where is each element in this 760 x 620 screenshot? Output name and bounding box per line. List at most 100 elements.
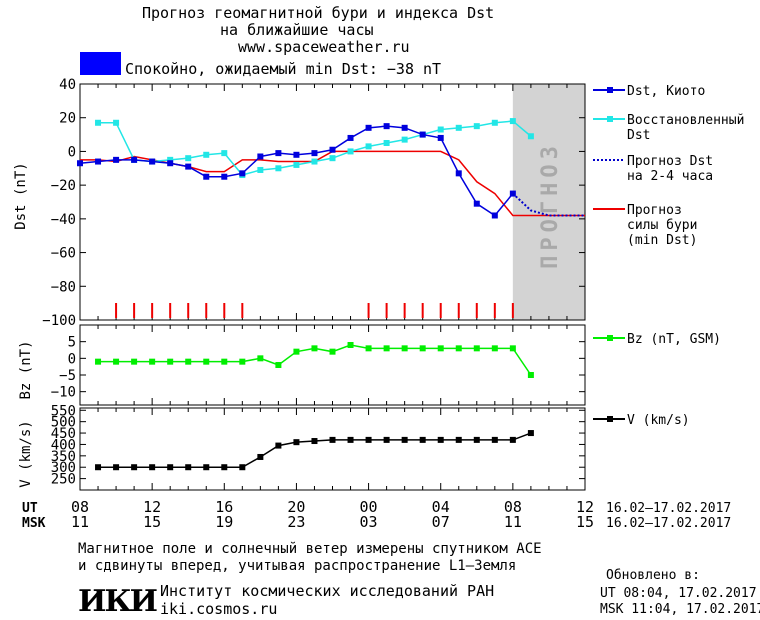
v-line-point	[401, 436, 408, 443]
bz-line-point	[167, 358, 174, 365]
msk-tick-label: 11	[504, 513, 522, 531]
institute-name: Институт космических исследований РАН	[160, 582, 495, 600]
v-line-point	[203, 464, 210, 471]
restored-dst-line-point	[185, 155, 192, 162]
institute-site[interactable]: iki.cosmos.ru	[160, 600, 278, 618]
restored-dst-line-point	[275, 165, 282, 172]
v-line-point	[257, 453, 264, 460]
dst-kyoto-line-point	[329, 146, 336, 153]
v-line-point	[365, 436, 372, 443]
v-line-point	[275, 442, 282, 449]
legend-forecast-label-2: на 2-4 часа	[627, 169, 713, 184]
bz-line-point	[527, 372, 534, 378]
v-line-point	[329, 436, 336, 443]
dst-kyoto-line-point	[491, 212, 498, 219]
y-tick-label: 500	[51, 415, 76, 431]
msk-tick-label: 03	[360, 513, 378, 531]
bz-line-point	[491, 345, 498, 352]
v-line-point	[419, 436, 426, 443]
msk-tick-label: 11	[71, 513, 89, 531]
legend-storm-label-1: Прогноз	[627, 203, 682, 218]
y-tick-label: −100	[42, 313, 76, 329]
v-line-point	[131, 464, 138, 471]
status-indicator	[80, 52, 121, 75]
y-tick-label: 0	[68, 144, 76, 160]
dst-kyoto-line	[79, 125, 514, 217]
bz-line-point	[347, 342, 354, 348]
ut-tick-label: 12	[576, 498, 594, 516]
legend-v-label: V (km/s)	[627, 413, 690, 428]
ut-tick-label: 16	[215, 498, 233, 516]
site-url[interactable]: www.spaceweather.ru	[238, 38, 410, 56]
v-line-point	[95, 464, 102, 471]
dst-kyoto-line-point	[185, 163, 192, 170]
msk-tick-label: 15	[576, 513, 594, 531]
y-tick-label: −5	[59, 368, 76, 384]
date-range-ut: 16.02–17.02.2017	[606, 501, 731, 516]
dst-kyoto-line-point	[347, 134, 354, 141]
legend-restored-label-1: Восстановленный	[627, 113, 744, 128]
legend-v: V (km/s)	[593, 413, 690, 428]
v-line-point	[185, 464, 192, 471]
legend-bz-label: Bz (nT, GSM)	[627, 332, 721, 347]
legend-bz: Bz (nT, GSM)	[593, 332, 721, 347]
bz-line-point	[437, 345, 444, 352]
dst-kyoto-line-point	[95, 158, 102, 165]
restored-dst-line-point	[473, 123, 480, 130]
dst-axis-title: Dst (nT)	[13, 162, 29, 229]
y-tick-label: −20	[51, 178, 76, 194]
dst-kyoto-line-point	[131, 156, 138, 163]
forecast-band-label: ПРОГНОЗ	[538, 141, 563, 269]
bz-line-point	[293, 348, 300, 355]
updated-ut: UT 08:04, 17.02.2017	[600, 586, 757, 601]
y-tick-label: 20	[59, 111, 76, 127]
msk-tick-label: 15	[143, 513, 161, 531]
dst-kyoto-line-point	[113, 156, 120, 163]
y-tick-label: 0	[68, 351, 76, 367]
date-range-msk: 16.02–17.02.2017	[606, 516, 731, 531]
y-tick-label: 300	[51, 460, 76, 476]
bz-line-point	[185, 358, 192, 365]
v-line-point	[149, 464, 156, 471]
bz-line-point	[329, 348, 336, 355]
ut-tick-label: 04	[432, 498, 450, 516]
forecast-band	[512, 84, 585, 320]
bz-line-point	[221, 358, 228, 365]
v-line-point	[527, 430, 534, 437]
bz-line-point	[113, 358, 120, 365]
y-tick-label: −80	[51, 279, 76, 295]
bz-line-point	[401, 345, 408, 352]
status-text: Спокойно, ожидаемый min Dst: −38 nT	[125, 60, 442, 78]
restored-dst-line-point	[113, 119, 120, 126]
bz-line-point	[95, 358, 102, 365]
restored-dst-line-point	[293, 161, 300, 168]
bz-line-point	[473, 345, 480, 352]
restored-dst-line-point	[329, 155, 336, 162]
v-line-point	[311, 438, 318, 445]
dst-kyoto-line-point	[311, 150, 318, 157]
dst-kyoto-line-point	[149, 158, 156, 165]
footer-note-1: Магнитное поле и солнечный ветер измерен…	[78, 541, 542, 557]
msk-tick-label: 19	[215, 513, 233, 531]
ut-tick-label: 12	[143, 498, 161, 516]
msk-tick-label: 07	[432, 513, 450, 531]
bz-line-point	[509, 345, 516, 352]
panel-frame	[79, 83, 586, 321]
restored-dst-line-point	[203, 151, 210, 158]
footer-note-2: и сдвинуты вперед, учитывая распростране…	[78, 558, 517, 574]
v-line-point	[221, 464, 228, 471]
dst-kyoto-line-point	[293, 151, 300, 158]
v-line-point	[473, 436, 480, 443]
bz-line-point	[455, 345, 462, 352]
legend-dst-forecast: Прогноз Dst на 2-4 часа	[593, 154, 713, 184]
restored-dst-line-point	[365, 143, 372, 150]
legend-storm-forecast: Прогноз силы бури (min Dst)	[593, 203, 697, 248]
dst-kyoto-line-point	[167, 160, 174, 167]
y-tick-label: 550	[51, 403, 76, 419]
restored-dst-line-point	[383, 140, 390, 146]
restored-dst-line-point	[167, 156, 174, 163]
bz-axis-title: Bz (nT)	[18, 340, 34, 399]
bz-line-point	[149, 358, 156, 365]
bz-line-point	[419, 345, 426, 352]
